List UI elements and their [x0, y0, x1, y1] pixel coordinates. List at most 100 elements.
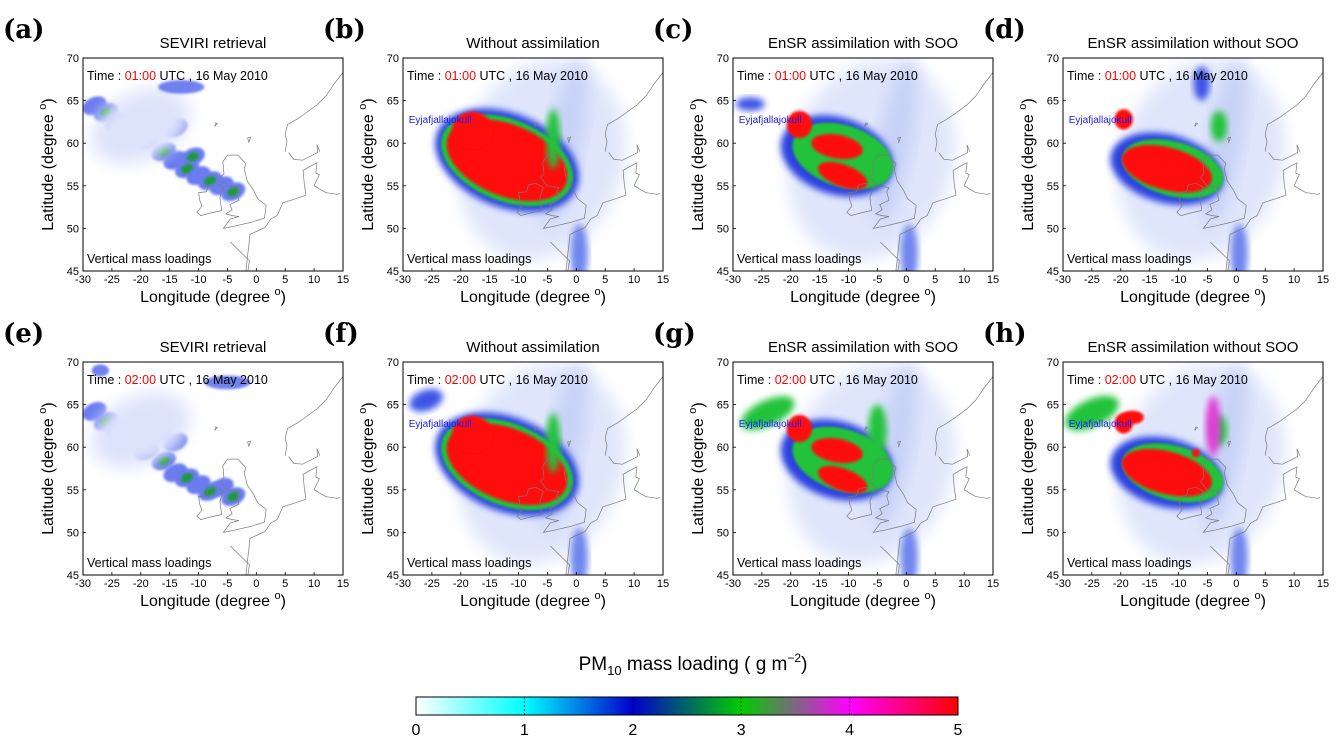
plot-frame	[1062, 57, 1324, 272]
y-tick-label: 50	[1047, 223, 1059, 235]
y-tick-label: 60	[67, 138, 79, 150]
mass-loading-field	[83, 364, 251, 507]
panel-note: Vertical mass loadings	[407, 252, 531, 266]
panels-group: (a) SEVIRI retrieval Time : 01:00 UTC , 16…	[3, 15, 1329, 610]
mass-loading-field	[740, 363, 956, 575]
volcano-label: Eyjafjallajokull	[409, 115, 472, 126]
time-label: Time : 02:00 UTC , 16 May 2010	[737, 373, 918, 387]
x-tick-label: 10	[958, 578, 970, 590]
time-suffix: UTC , 16 May 2010	[806, 373, 918, 387]
time-value: 01:00	[1105, 69, 1136, 83]
panel-title: Without assimilation	[466, 35, 599, 52]
time-suffix: UTC , 16 May 2010	[476, 373, 588, 387]
colorbar-tick-label: 3	[737, 722, 746, 739]
time-suffix: UTC , 16 May 2010	[806, 69, 918, 83]
x-tick-label: -20	[1113, 274, 1129, 286]
x-tick-label: -15	[1142, 578, 1158, 590]
coastline-norway	[934, 58, 993, 152]
panel-letter: (a)	[3, 15, 44, 45]
coastline-skagerrak	[288, 448, 321, 465]
coastline-skagerrak	[1268, 144, 1301, 161]
y-tick-label: 70	[387, 53, 399, 65]
panel-title: EnSR assimilation with SOO	[768, 339, 958, 356]
y-tick-label: 70	[1047, 357, 1059, 369]
time-label: Time : 01:00 UTC , 16 May 2010	[87, 69, 268, 83]
time-suffix: UTC , 16 May 2010	[476, 69, 588, 83]
coastline-norway	[284, 362, 343, 456]
colorbar-tick-label: 4	[845, 722, 854, 739]
plume-free-arm	[546, 413, 561, 473]
x-tick-label: 5	[1262, 578, 1268, 590]
panel-title: Without assimilation	[466, 339, 599, 356]
plume-free-west	[409, 389, 443, 412]
coastline-shetland	[247, 136, 252, 144]
x-tick-label: 0	[903, 274, 909, 286]
plume-south-tail	[570, 224, 588, 271]
y-tick-label: 45	[717, 266, 729, 278]
x-tick-label: -5	[1203, 578, 1213, 590]
x-axis-label: Longitude (degree o)	[1120, 590, 1266, 610]
panel: (f) Without assimilation Time : 02:00 UTC …	[323, 319, 669, 610]
coastline-shetland	[567, 440, 572, 448]
plume-obs-patch-green	[180, 473, 194, 483]
coastlines	[196, 362, 343, 575]
panel-note: Vertical mass loadings	[407, 556, 531, 570]
x-tick-label: -5	[873, 578, 883, 590]
y-tick-label: 55	[717, 485, 729, 497]
plume-nosoo-magenta	[1205, 396, 1221, 456]
coastline-ireland	[196, 182, 224, 216]
plot-frame	[402, 57, 664, 272]
plot-frame	[82, 57, 344, 272]
y-tick-label: 55	[67, 181, 79, 193]
plume-south-tail	[1230, 224, 1248, 271]
panel-note: Vertical mass loadings	[87, 556, 211, 570]
y-axis-label: Latitude (degree o)	[687, 402, 707, 534]
coastline-ireland	[1176, 486, 1204, 520]
panel-note: Vertical mass loadings	[1067, 252, 1191, 266]
y-axis-label: Latitude (degree o)	[37, 98, 57, 230]
time-value: 02:00	[1105, 373, 1136, 387]
x-tick-label: -15	[812, 274, 828, 286]
coastline-skagerrak	[938, 144, 971, 161]
colorbar: PM10 mass loading ( g m−2) 0 1 2 3 4 5	[412, 651, 963, 739]
coastline-ireland	[846, 182, 874, 216]
coastline-great-britain	[220, 458, 267, 533]
x-tick-label: 0	[573, 274, 579, 286]
time-prefix: Time :	[1067, 69, 1105, 83]
x-tick-label: -25	[424, 578, 440, 590]
y-tick-label: 60	[1047, 442, 1059, 454]
y-tick-label: 70	[1047, 53, 1059, 65]
panel-title: EnSR assimilation without SOO	[1088, 339, 1299, 356]
plume-free-vent	[452, 111, 493, 150]
plume-obs-patch-green	[204, 175, 217, 186]
x-tick-label: -30	[725, 274, 741, 286]
x-tick-label: 15	[1317, 274, 1329, 286]
time-label: Time : 02:00 UTC , 16 May 2010	[407, 373, 588, 387]
time-prefix: Time :	[87, 69, 125, 83]
x-tick-label: 5	[932, 274, 938, 286]
coastline-shetland	[897, 136, 902, 144]
plume-soo-vent	[786, 110, 813, 139]
x-tick-label: -5	[1203, 274, 1213, 286]
x-axis-label: Longitude (degree o)	[1120, 286, 1266, 306]
coastline-skagerrak	[938, 448, 971, 465]
y-tick-label: 65	[1047, 96, 1059, 108]
plot-background	[83, 362, 343, 575]
x-tick-label: -10	[841, 578, 857, 590]
panel-note: Vertical mass loadings	[737, 556, 861, 570]
x-tick-label: -30	[75, 578, 91, 590]
x-tick-label: -25	[104, 274, 120, 286]
x-tick-label: -25	[754, 578, 770, 590]
plume-nosoo-spot	[1191, 448, 1200, 458]
plot-area	[403, 58, 663, 271]
y-tick-label: 45	[717, 570, 729, 582]
y-tick-label: 65	[717, 96, 729, 108]
y-tick-label: 50	[387, 223, 399, 235]
plume-obs-patch-green	[180, 164, 194, 174]
panel-title: EnSR assimilation without SOO	[1088, 35, 1299, 52]
plot-area	[403, 362, 663, 575]
time-value: 01:00	[445, 69, 476, 83]
plume-obs-haze	[91, 392, 191, 469]
y-axis-label: Latitude (degree o)	[357, 402, 377, 534]
